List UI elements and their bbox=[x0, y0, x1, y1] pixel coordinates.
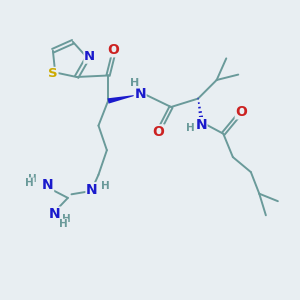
Text: H: H bbox=[62, 214, 71, 224]
Text: H: H bbox=[101, 181, 110, 191]
Text: O: O bbox=[152, 125, 164, 139]
Polygon shape bbox=[107, 94, 140, 103]
Text: H: H bbox=[186, 123, 195, 133]
Text: H: H bbox=[130, 78, 139, 88]
Text: N: N bbox=[42, 178, 54, 192]
Text: H: H bbox=[26, 178, 34, 188]
Text: H: H bbox=[28, 174, 37, 184]
Text: S: S bbox=[48, 68, 58, 80]
Text: N: N bbox=[86, 183, 98, 197]
Text: N: N bbox=[84, 50, 95, 63]
Text: N: N bbox=[49, 207, 60, 221]
Text: N: N bbox=[195, 118, 207, 132]
Text: O: O bbox=[235, 105, 247, 119]
Text: N: N bbox=[134, 87, 146, 101]
Text: O: O bbox=[107, 43, 119, 57]
Text: H: H bbox=[59, 219, 68, 229]
